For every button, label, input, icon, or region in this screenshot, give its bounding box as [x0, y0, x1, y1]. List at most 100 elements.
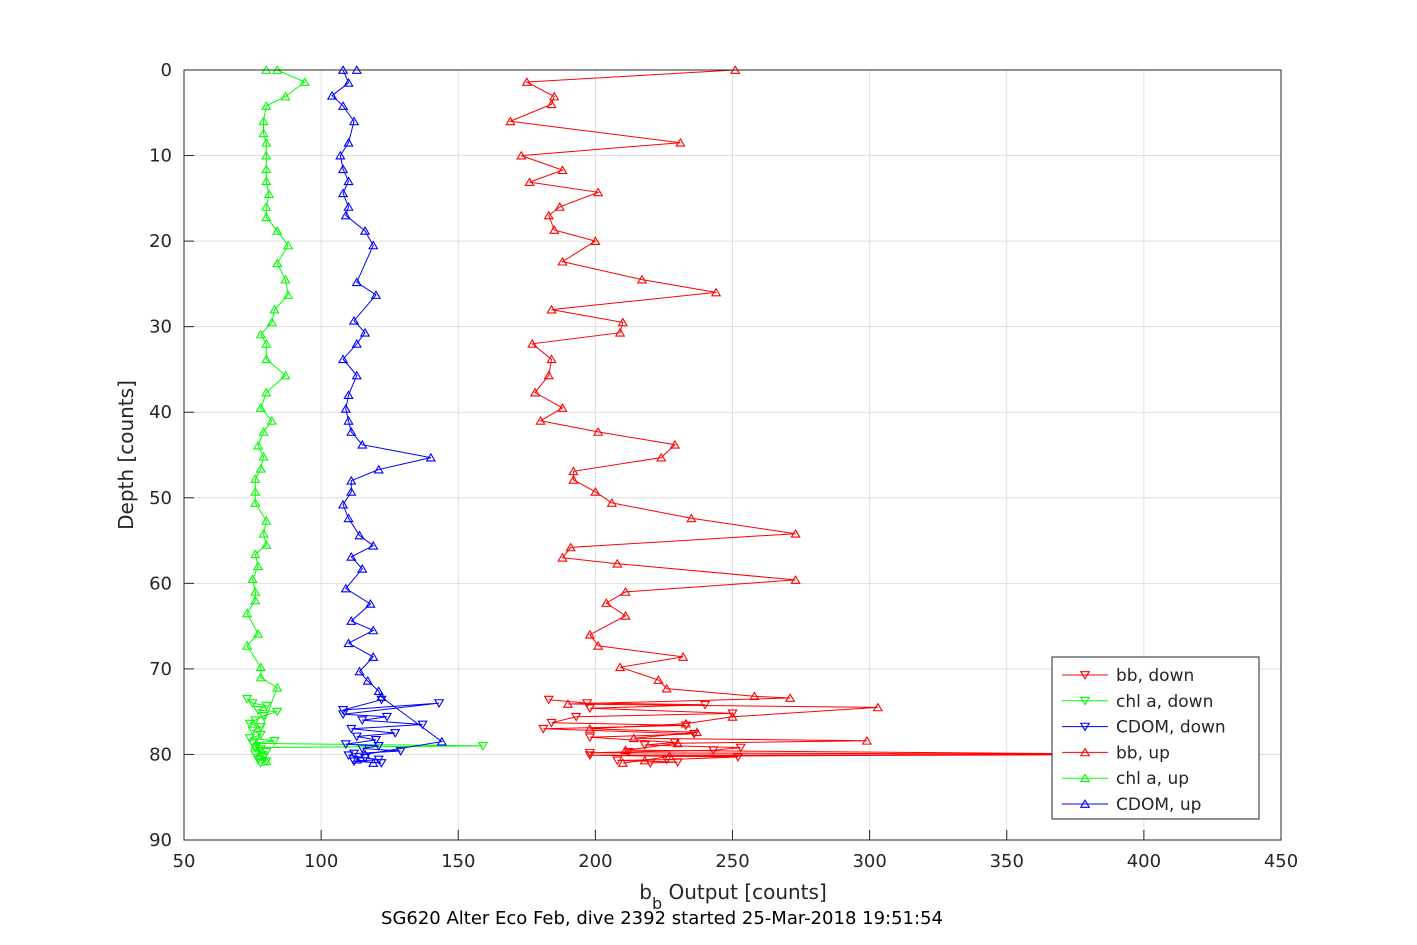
data-point	[584, 704, 596, 714]
data-point	[247, 574, 258, 583]
data-point	[252, 440, 264, 450]
data-point	[272, 682, 283, 692]
data-point	[343, 137, 354, 147]
data-point	[680, 721, 692, 731]
data-point	[524, 177, 535, 186]
x-tick-label: 250	[715, 851, 749, 872]
data-point	[337, 710, 349, 720]
legend-label: CDOM, up	[1116, 795, 1201, 815]
data-point	[252, 561, 264, 571]
data-point	[661, 683, 672, 693]
data-point	[247, 699, 258, 708]
y-tick-label: 90	[149, 830, 172, 851]
data-point	[255, 672, 266, 682]
data-point	[373, 464, 384, 474]
data-point	[656, 452, 667, 462]
data-point	[354, 530, 365, 540]
series-line-chl-a-up	[246, 69, 306, 762]
data-point	[535, 415, 546, 425]
x-axis-label-main: b	[639, 880, 652, 904]
data-point	[337, 706, 349, 715]
data-point	[335, 150, 346, 160]
data-point	[357, 563, 368, 573]
data-point	[628, 733, 639, 743]
data-point	[590, 236, 601, 246]
data-point	[255, 463, 266, 473]
data-point	[351, 754, 362, 764]
data-point	[590, 486, 601, 496]
data-point	[261, 137, 272, 147]
data-point	[354, 666, 365, 676]
data-point	[255, 403, 266, 412]
data-point	[283, 290, 294, 299]
data-point	[250, 741, 261, 750]
data-point	[417, 720, 428, 730]
data-point	[337, 101, 349, 110]
data-point	[255, 750, 266, 760]
data-point	[636, 274, 648, 284]
data-point	[784, 693, 796, 702]
data-point	[250, 595, 261, 605]
data-point	[677, 652, 689, 661]
data-point	[614, 327, 626, 337]
data-point	[340, 210, 351, 220]
data-point	[258, 712, 269, 721]
data-point	[261, 387, 272, 397]
data-point	[280, 370, 291, 380]
data-point	[568, 466, 579, 476]
y-tick-label: 0	[161, 60, 172, 81]
legend-item-chl-a-down: chl a, down	[1062, 692, 1213, 712]
data-point	[351, 732, 362, 742]
data-point	[269, 304, 280, 314]
y-tick-label: 40	[149, 402, 172, 423]
data-point	[732, 753, 744, 762]
data-point	[337, 499, 349, 509]
legend-label: bb, down	[1116, 666, 1194, 686]
legend-label: CDOM, down	[1116, 718, 1226, 738]
data-point	[368, 758, 379, 767]
data-point	[592, 427, 604, 436]
data-point	[477, 741, 489, 751]
data-point	[340, 740, 351, 750]
data-point	[346, 616, 357, 625]
data-point	[263, 189, 275, 198]
y-tick-label: 20	[149, 231, 172, 252]
data-point	[343, 513, 354, 523]
data-point	[348, 757, 360, 767]
data-point	[337, 164, 349, 174]
data-point	[543, 370, 554, 380]
data-point	[250, 474, 261, 483]
data-point	[557, 256, 568, 266]
data-point	[562, 699, 574, 708]
data-point	[672, 738, 683, 748]
data-point	[261, 101, 272, 110]
data-point	[261, 539, 272, 549]
data-point	[343, 415, 354, 425]
data-point	[247, 726, 258, 736]
data-point	[790, 575, 801, 584]
data-point	[395, 747, 406, 756]
data-point	[653, 675, 664, 684]
x-tick-label: 50	[173, 851, 196, 872]
data-point	[749, 691, 760, 701]
legend-marker	[1079, 696, 1091, 706]
data-point	[546, 718, 557, 728]
data-point	[357, 716, 368, 726]
data-point	[543, 210, 554, 220]
data-point	[623, 747, 634, 757]
data-point	[258, 528, 269, 538]
data-point	[606, 498, 617, 507]
data-point	[516, 150, 527, 160]
data-point	[373, 686, 384, 696]
data-point	[568, 474, 579, 484]
data-point	[340, 583, 351, 593]
data-point	[250, 486, 261, 496]
data-point	[373, 741, 384, 751]
data-point	[584, 751, 596, 761]
legend: bb, down chl a, down CDOM, down bb, up chl a…	[1051, 656, 1260, 820]
data-point	[337, 354, 349, 364]
data-point	[359, 327, 371, 337]
y-tick-label: 70	[149, 659, 172, 680]
data-point	[269, 736, 280, 746]
data-point	[381, 712, 393, 722]
